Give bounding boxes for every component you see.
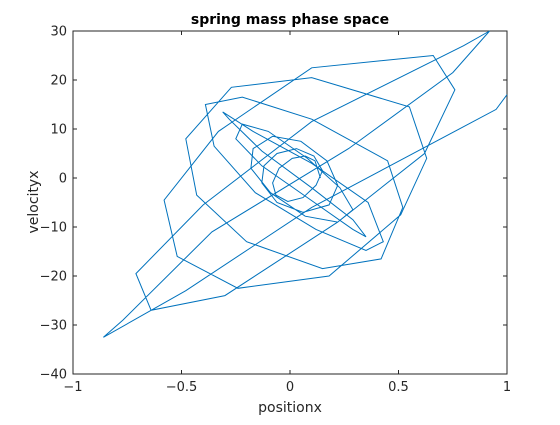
x-tick-labels: −1 −0.5 0 0.5 1 bbox=[63, 380, 511, 395]
x-axis-label: positionx bbox=[258, 400, 322, 416]
x-tick-label: −0.5 bbox=[166, 380, 198, 395]
chart-title: spring mass phase space bbox=[191, 12, 389, 28]
y-tick-label: −40 bbox=[40, 368, 67, 383]
y-tick-labels: −40 −30 −20 −10 0 10 20 30 bbox=[40, 25, 67, 383]
y-tick-label: 30 bbox=[50, 25, 67, 40]
phase-space-curve bbox=[103, 30, 508, 338]
y-axis-label: velocityx bbox=[26, 171, 42, 234]
axis-ticks bbox=[72, 30, 508, 375]
y-tick-label: 10 bbox=[50, 123, 67, 138]
x-tick-label: −1 bbox=[63, 380, 82, 395]
x-tick-label: 0.5 bbox=[388, 380, 409, 395]
x-tick-label: 1 bbox=[503, 380, 511, 395]
y-tick-label: 20 bbox=[50, 74, 67, 89]
plot-area bbox=[72, 30, 508, 375]
x-tick-label: 0 bbox=[286, 380, 294, 395]
y-tick-label: −20 bbox=[40, 270, 67, 285]
y-tick-label: −30 bbox=[40, 319, 67, 334]
y-tick-label: 0 bbox=[59, 172, 67, 187]
y-tick-label: −10 bbox=[40, 221, 67, 236]
